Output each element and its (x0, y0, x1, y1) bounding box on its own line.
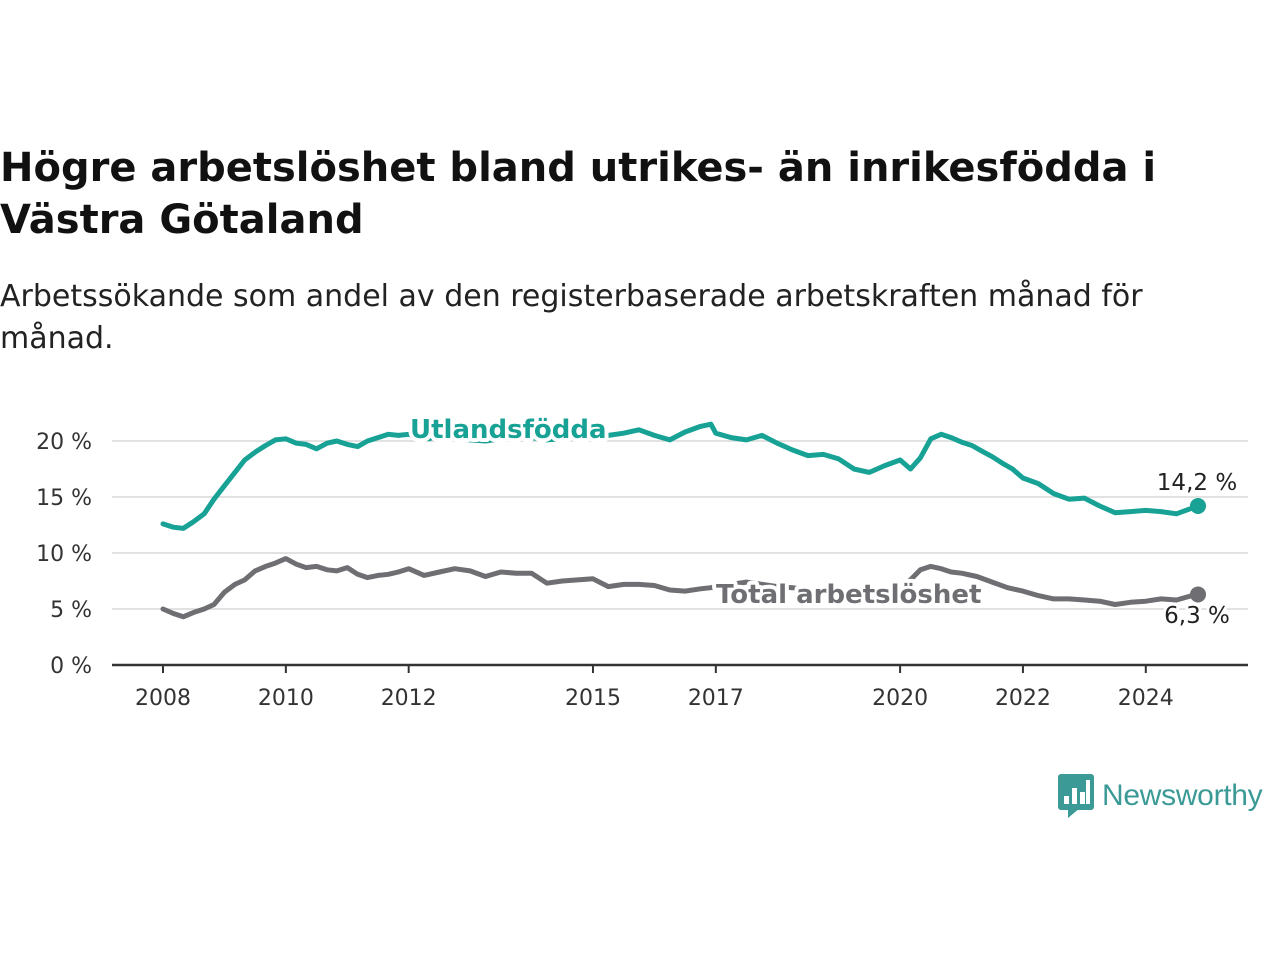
y-tick-label: 10 % (36, 542, 92, 567)
x-tick-label: 2024 (1118, 686, 1174, 711)
gridlines (112, 440, 1248, 610)
chart-subtitle: Arbetssökande som andel av den registerb… (0, 279, 1143, 356)
axes: 0 % 5 % 10 % 15 % 20 % 2008 2010 2012 2015 2017 20… (36, 430, 1248, 711)
series-line-0 (160, 421, 1201, 531)
x-tick-label: 2020 (872, 686, 928, 711)
end-value-total: 6,3 % (1164, 603, 1230, 629)
y-tick-label: 0 % (50, 654, 92, 679)
bar-chart-speech-icon (1058, 774, 1094, 818)
series (160, 421, 1206, 620)
x-tick-label: 2022 (995, 686, 1051, 711)
y-tick-label: 15 % (36, 486, 92, 511)
end-value-utlandsfodda: 14,2 % (1157, 470, 1237, 496)
x-tick-label: 2008 (135, 686, 191, 711)
series-end-marker (1190, 586, 1206, 603)
series-line-1 (160, 556, 1201, 620)
newsworthy-logo: Newsworthy (1058, 773, 1263, 819)
series-label-utlandsfodda: Utlandsfödda (410, 415, 607, 445)
x-tick-label: 2015 (565, 686, 621, 711)
y-tick-label: 5 % (50, 598, 92, 623)
x-tick-label: 2017 (688, 686, 744, 711)
brand-name: Newsworthy (1102, 779, 1263, 812)
x-tick-label: 2012 (381, 686, 437, 711)
y-tick-label: 20 % (36, 430, 92, 455)
chart-title: Högre arbetslöshet bland utrikes- än inr… (0, 145, 1157, 243)
x-tick-label: 2010 (258, 686, 314, 711)
series-label-total: Total arbetslöshet (716, 580, 981, 610)
series-labels: Utlandsfödda Total arbetslöshet 14,2 % 6,3 … (406, 411, 1240, 632)
series-end-marker (1190, 497, 1206, 514)
